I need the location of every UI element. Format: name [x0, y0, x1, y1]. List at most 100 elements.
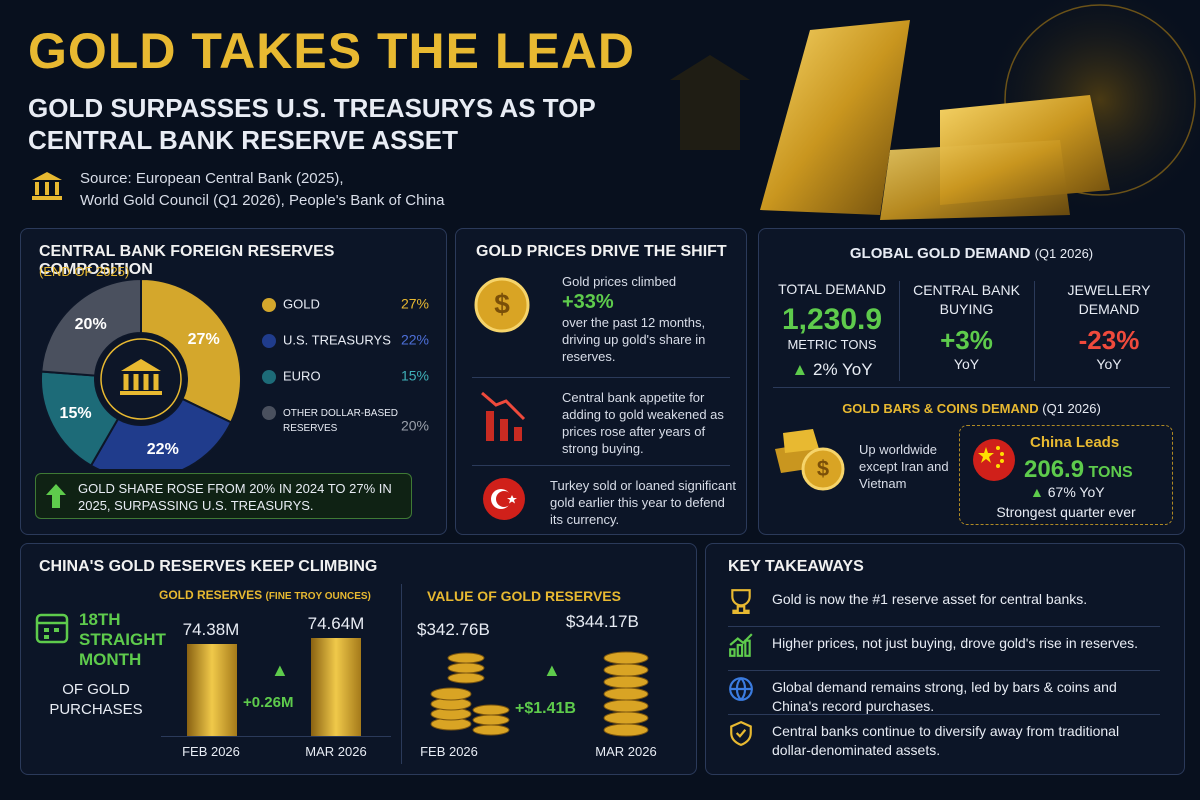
- stat-value: -23%: [1078, 325, 1140, 355]
- china-note: Strongest quarter ever: [996, 504, 1136, 520]
- reserve-bar: [311, 638, 361, 736]
- stat-arrow: ▲: [791, 360, 809, 379]
- change-arrow: ▲: [271, 660, 289, 680]
- reserves-unit: (FINE TROY OUNCES): [265, 591, 371, 602]
- reserves-title-text: GOLD RESERVES: [159, 588, 263, 602]
- panel-title-text: GLOBAL GOLD DEMAND: [849, 245, 1031, 262]
- separator: [728, 626, 1160, 627]
- separator: [728, 670, 1160, 671]
- pie-slice: [140, 277, 242, 424]
- china-unit: TONS: [1088, 464, 1133, 481]
- takeaway-icon: [731, 589, 751, 614]
- china-change: 67% YoY: [1047, 484, 1105, 500]
- takeaway-icon: [729, 677, 753, 701]
- reserves-title: GOLD RESERVES (FINE TROY OUNCES): [159, 588, 371, 602]
- calendar-icon: [35, 613, 69, 644]
- stat-value: +3%: [940, 325, 993, 355]
- value-label: $342.76B: [417, 620, 490, 639]
- takeaway-text: Gold is now the #1 reserve asset for cen…: [772, 591, 1088, 607]
- category-label: FEB 2026: [420, 744, 478, 759]
- china-box: China Leads 206.9 TONS ▲ 67% YoY Stronge…: [959, 425, 1173, 525]
- pie-slice: [40, 277, 142, 377]
- value-label: 74.64M: [307, 614, 365, 633]
- legend-label: U.S. TREASURYS: [283, 332, 391, 347]
- source-line: World Gold Council (Q1 2026), People's B…: [80, 192, 445, 209]
- legend-label: GOLD: [283, 296, 320, 311]
- stat-unit: METRIC TONS: [787, 337, 877, 352]
- prices-panel: GOLD PRICES DRIVE THE SHIFT $ Gold price…: [455, 228, 747, 535]
- bank-pillar: [143, 374, 149, 390]
- up-arrow: [46, 484, 66, 508]
- china-title: China Leads: [1030, 434, 1120, 451]
- panel-title: GLOBAL GOLD DEMAND (Q1 2026): [759, 245, 1184, 262]
- stat-unit: YoY: [1096, 356, 1122, 372]
- legend-swatch: [262, 370, 276, 384]
- panel-title: GOLD PRICES DRIVE THE SHIFT: [476, 243, 727, 260]
- note-box: GOLD SHARE ROSE FROM 20% IN 2024 TO 27% …: [35, 473, 412, 519]
- down-chart-icon: [481, 391, 526, 441]
- gold-coin-icon: $: [775, 429, 845, 491]
- takeaway-icon: [729, 633, 753, 657]
- reserves-change: +0.26M: [243, 694, 294, 711]
- bank-icon: [32, 172, 62, 200]
- bank-roof: [121, 359, 161, 371]
- takeaway-icon-path: [730, 720, 752, 746]
- takeaway-icon-path: [729, 677, 753, 701]
- takeaway-text: Higher prices, not just buying, drove go…: [772, 635, 1139, 651]
- takeaway-icon: [730, 720, 752, 746]
- china-value: 206.9: [1024, 456, 1085, 483]
- price-change: +33%: [562, 291, 614, 313]
- header-art: [670, 0, 1200, 220]
- slice-label: 22%: [147, 441, 179, 458]
- china-arrow: ▲: [1030, 484, 1044, 500]
- svg-text:$: $: [494, 288, 510, 319]
- legend-swatch: [262, 334, 276, 348]
- takeaway-text: Global demand remains strong, led by bar…: [772, 679, 1117, 714]
- category-label: FEB 2026: [182, 744, 240, 759]
- reserve-bar: [187, 644, 237, 736]
- stat-unit: YoY: [953, 356, 980, 372]
- takeaway-icon-path: [729, 633, 753, 657]
- separator: [401, 584, 402, 764]
- turkey-flag: [483, 478, 525, 520]
- slice-label: 27%: [188, 331, 220, 348]
- pie-chart: 27% GOLD 27% 22% U.S. TREASURYS 22% 15% EURO 15%…: [40, 277, 429, 469]
- subtitle: GOLD SURPASSES U.S. TREASURYS AS TOP CEN…: [28, 92, 596, 156]
- bank-base: [120, 391, 162, 395]
- reserves-panel: CENTRAL BANK FOREIGN RESERVES COMPOSITIO…: [20, 228, 447, 535]
- takeaway-text: Central banks continue to diversify away…: [772, 723, 1120, 758]
- legend-value: 15%: [401, 368, 429, 384]
- dollar-coin: $: [474, 277, 530, 333]
- streak: 18TH STRAIGHT MONTH: [79, 610, 166, 669]
- axis: [161, 736, 391, 737]
- stat-label: TOTAL DEMAND: [778, 281, 886, 297]
- panel-period: (Q1 2026): [1034, 246, 1094, 261]
- price-text: Turkey sold or loaned significant gold e…: [550, 478, 736, 527]
- separator: [773, 387, 1170, 388]
- legend-value: 20%: [401, 418, 429, 434]
- legend-label-line: OTHER DOLLAR-BASED: [283, 408, 398, 419]
- subtitle-line: CENTRAL BANK RESERVE ASSET: [28, 125, 459, 155]
- value-label: 74.38M: [182, 620, 240, 639]
- pie-center: [100, 338, 182, 420]
- separator: [728, 714, 1160, 715]
- legend-label-line: RESERVES: [283, 423, 338, 434]
- demand-panel: GLOBAL GOLD DEMAND (Q1 2026) TOTAL DEMAN…: [758, 228, 1185, 535]
- bank-pillar: [133, 374, 139, 390]
- separator: [899, 281, 900, 381]
- coin-stacks: [430, 651, 649, 737]
- price-item: Gold prices climbed +33% over the past 1…: [562, 273, 732, 365]
- slice-label: 15%: [60, 405, 92, 422]
- legend-value: 27%: [401, 296, 429, 312]
- pie-slice: [89, 397, 233, 469]
- source: Source: European Central Bank (2025), Wo…: [80, 168, 444, 212]
- price-text: over the past 12 months, driving up gold…: [562, 315, 706, 364]
- note: GOLD SHARE ROSE FROM 20% IN 2024 TO 27% …: [78, 481, 392, 513]
- china-reserves-panel: CHINA'S GOLD RESERVES KEEP CLIMBING 18TH…: [20, 543, 697, 775]
- svg-text:$: $: [817, 456, 829, 481]
- subtitle-line: GOLD SURPASSES U.S. TREASURYS AS TOP: [28, 93, 596, 123]
- subsection-title-text: GOLD BARS & COINS DEMAND: [842, 401, 1039, 416]
- bank-pillar: [123, 374, 129, 390]
- bank-pillar: [153, 374, 159, 390]
- slice-label: 20%: [75, 316, 107, 333]
